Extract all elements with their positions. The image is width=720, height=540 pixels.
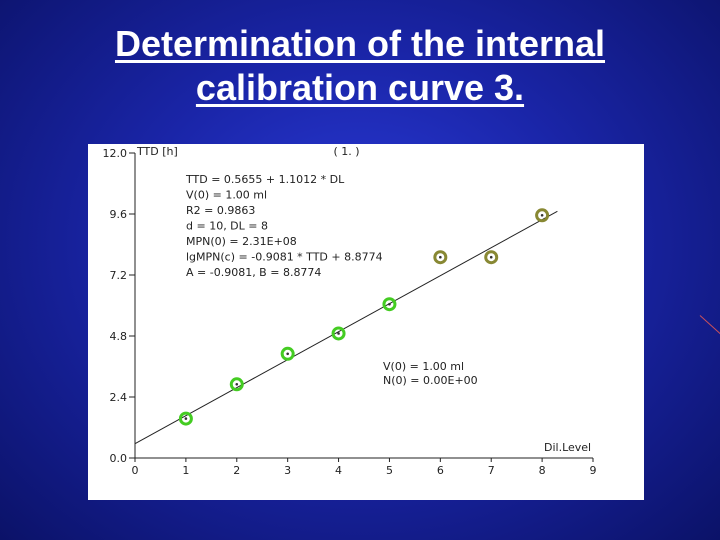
annotation-fit-line-0: TTD = 0.5655 + 1.1012 * DL bbox=[185, 173, 345, 186]
x-tick-label-2: 2 bbox=[233, 464, 240, 477]
annotation-initial-line-1: N(0) = 0.00E+00 bbox=[383, 374, 478, 387]
x-tick-label-1: 1 bbox=[182, 464, 189, 477]
y-tick-label-5: 12.0 bbox=[103, 147, 128, 160]
slide-title-line-1: Determination of the internal bbox=[114, 23, 606, 64]
data-point-center-s1-0 bbox=[439, 255, 442, 259]
fit-line bbox=[134, 210, 558, 445]
data-point-s1-2 bbox=[535, 208, 550, 223]
x-tick-label-6: 6 bbox=[437, 464, 444, 477]
x-tick-label-8: 8 bbox=[539, 464, 546, 477]
annotation-block-fit: TTD = 0.5655 + 1.1012 * DL V(0) = 1.00 ml… bbox=[185, 173, 383, 279]
annotation-fit-line-5: lgMPN(c) = -0.9081 * TTD + 8.8774 bbox=[186, 251, 383, 264]
data-point-center-s1-2 bbox=[540, 213, 544, 217]
x-tick-label-9: 9 bbox=[590, 464, 597, 477]
data-point-s1-0 bbox=[433, 250, 448, 265]
panel-label: ( 1. ) bbox=[333, 145, 359, 158]
x-tick-label-5: 5 bbox=[386, 464, 393, 477]
x-axis-ticks: 0 1 2 3 4 5 6 7 8 9 bbox=[132, 458, 597, 477]
annotation-fit-line-3: d = 10, DL = 8 bbox=[186, 220, 268, 233]
annotation-fit-line-2: R2 = 0.9863 bbox=[186, 204, 255, 217]
y-tick-label-1: 2.4 bbox=[110, 391, 128, 404]
data-point-s1-1 bbox=[484, 250, 499, 265]
data-point-s0-3 bbox=[331, 326, 346, 341]
data-point-s0-2 bbox=[280, 346, 295, 361]
x-tick-label-7: 7 bbox=[488, 464, 495, 477]
y-axis-ticks: 0.0 2.4 4.8 7.2 9.6 12.0 bbox=[103, 147, 135, 465]
data-point-center-s0-1 bbox=[235, 382, 239, 386]
x-axis-label: Dil.Level bbox=[544, 441, 591, 454]
data-point-s0-1 bbox=[229, 377, 244, 392]
data-points bbox=[178, 208, 550, 426]
annotation-fit-line-6: A = -0.9081, B = 8.8774 bbox=[186, 266, 321, 279]
slide-title-line-2: calibration curve 3. bbox=[195, 67, 525, 108]
data-point-center-s0-2 bbox=[286, 352, 289, 356]
data-point-center-s1-1 bbox=[489, 255, 493, 259]
chart-panel: 0.0 2.4 4.8 7.2 9.6 12.0 0 1 2 3 4 5 6 7 8 9 TTD [h] D… bbox=[88, 144, 644, 500]
decorative-line bbox=[699, 315, 720, 339]
annotation-fit-line-4: MPN(0) = 2.31E+08 bbox=[186, 235, 297, 248]
data-point-s0-4 bbox=[382, 297, 397, 312]
y-tick-label-2: 4.8 bbox=[110, 330, 128, 343]
x-tick-label-3: 3 bbox=[284, 464, 291, 477]
data-point-center-s0-4 bbox=[388, 302, 391, 306]
data-point-center-s0-0 bbox=[184, 417, 188, 420]
annotation-fit-line-1: V(0) = 1.00 ml bbox=[186, 189, 267, 202]
y-tick-label-0: 0.0 bbox=[110, 452, 128, 465]
x-tick-label-4: 4 bbox=[335, 464, 342, 477]
annotation-block-initial: V(0) = 1.00 mlN(0) = 0.00E+00 bbox=[383, 360, 478, 387]
slide-title: Determination of the internal calibratio… bbox=[0, 22, 720, 110]
x-tick-label-0: 0 bbox=[132, 464, 139, 477]
data-point-center-s0-3 bbox=[337, 332, 340, 335]
y-tick-label-4: 9.6 bbox=[110, 208, 128, 221]
annotation-initial-line-0: V(0) = 1.00 ml bbox=[383, 360, 464, 373]
y-tick-label-3: 7.2 bbox=[110, 269, 128, 282]
data-point-s0-0 bbox=[178, 411, 193, 426]
y-axis-label: TTD [h] bbox=[136, 145, 178, 158]
chart-axes bbox=[134, 153, 593, 459]
calibration-chart: 0.0 2.4 4.8 7.2 9.6 12.0 0 1 2 3 4 5 6 7 8 9 TTD [h] D… bbox=[103, 145, 597, 477]
